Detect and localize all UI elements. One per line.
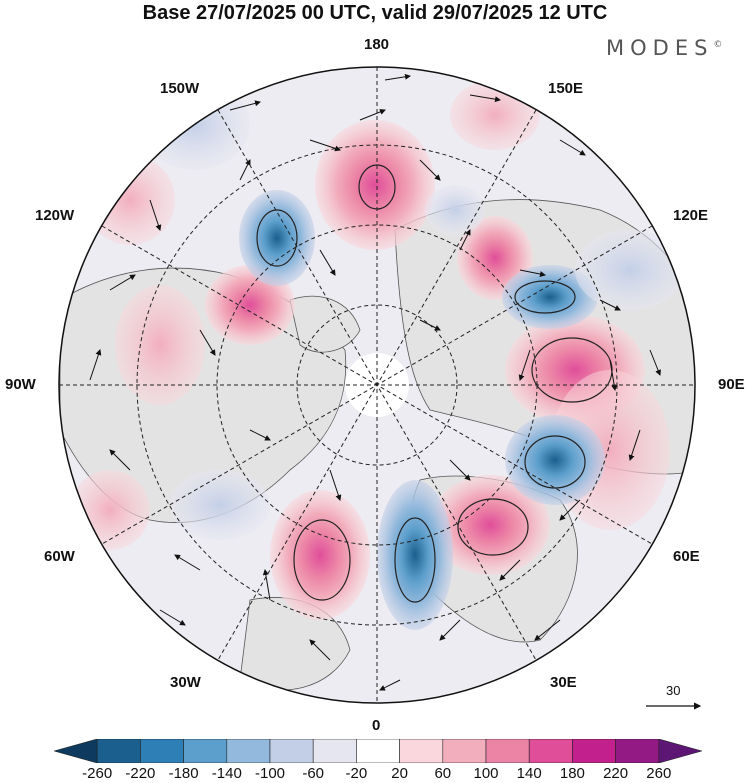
colorbar-tick-label: 20 [391, 765, 408, 782]
colorbar-swatch [54, 739, 98, 763]
colorbar-tick-label: 260 [646, 765, 672, 782]
map-border [58, 66, 696, 704]
lon-label-150w: 150W [160, 80, 200, 97]
lon-label-120e: 120E [673, 207, 709, 224]
colorbar-swatch [485, 739, 530, 763]
colorbar-swatch [399, 739, 444, 763]
colorbar-swatch [615, 739, 660, 763]
colorbar-tick-label: -60 [302, 765, 325, 782]
colorbar-swatch [183, 739, 228, 763]
colorbar-tick-label: -220 [125, 765, 156, 782]
colorbar-swatch [96, 739, 141, 763]
colorbar-swatch [140, 739, 184, 763]
map-title: Base 27/07/2025 00 UTC, valid 29/07/2025… [142, 2, 608, 24]
wind-scale-label: 30 [666, 683, 681, 698]
colorbar-tick-label: 60 [434, 765, 452, 782]
lon-label-60e: 60E [673, 548, 700, 565]
modes-logo: MODES© [606, 36, 722, 60]
colorbar-swatch [312, 739, 357, 763]
colorbar-tick-label: -260 [82, 765, 113, 782]
colorbar-swatch [572, 739, 616, 763]
brand-name: MODES [606, 36, 714, 60]
wind-vectors [89, 73, 661, 691]
negative-anomalies [140, 80, 685, 630]
colorbar-swatch [269, 739, 314, 763]
contour-lines [256, 164, 613, 603]
colorbar-tick-label: 220 [603, 765, 629, 782]
lon-label-150e: 150E [548, 80, 584, 97]
colorbar-swatch [442, 739, 487, 763]
colorbar [54, 739, 702, 763]
lon-label-180: 180 [364, 36, 390, 53]
colorbar-tick-label: -100 [254, 765, 286, 782]
colorbar-swatch [226, 739, 271, 763]
lon-label-30e: 30E [550, 674, 577, 691]
lon-label-90e: 90E [718, 376, 745, 393]
colorbar-tick-label: 100 [473, 765, 499, 782]
colorbar-swatch [356, 739, 400, 763]
colorbar-tick-label: -140 [211, 765, 242, 782]
graticule [59, 67, 695, 703]
colorbar-tick-label: -180 [168, 765, 199, 782]
colorbar-swatch [528, 739, 573, 763]
lon-label-60w: 60W [44, 548, 75, 565]
colorbar-tick-label: 140 [516, 765, 542, 782]
lon-label-90w: 90W [5, 376, 36, 393]
lon-label-120w: 120W [35, 207, 75, 224]
colorbar-swatch [658, 739, 702, 763]
colorbar-tick-label: -20 [345, 765, 368, 782]
lon-label-30w: 30W [170, 674, 201, 691]
brand-mark: © [713, 40, 723, 50]
colorbar-tick-label: 180 [559, 765, 585, 782]
lon-label-0: 0 [372, 717, 381, 734]
